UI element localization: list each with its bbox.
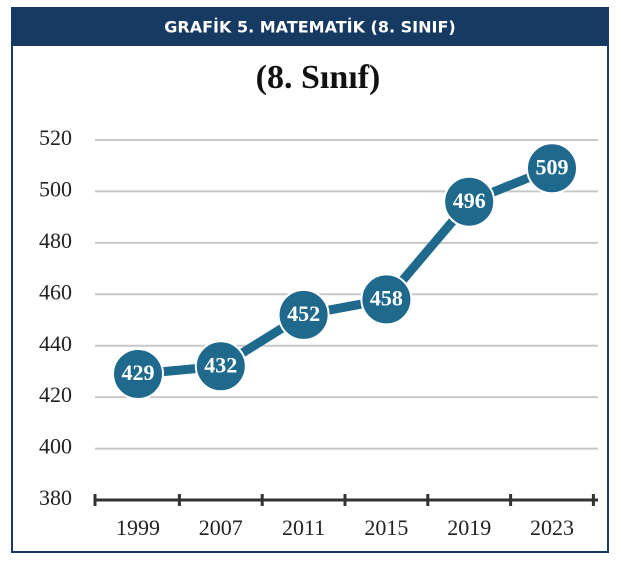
- data-label: 458: [370, 285, 403, 310]
- data-label: 429: [122, 360, 155, 385]
- y-tick-label: 440: [39, 331, 72, 356]
- header-title: GRAFİK 5. MATEMATİK (8. SINIF): [164, 18, 455, 37]
- data-label: 496: [453, 188, 486, 213]
- point: [112, 348, 164, 400]
- y-tick-label: 480: [39, 228, 72, 253]
- x-tick-label: 2019: [447, 515, 491, 540]
- y-tick-label: 420: [39, 382, 72, 407]
- point: [526, 142, 578, 195]
- x-tick-label: 2011: [282, 515, 325, 540]
- y-tick-label: 500: [39, 176, 72, 201]
- chart-title: (8. Sınıf): [256, 59, 381, 96]
- x-tick-label: 2007: [199, 515, 243, 540]
- y-tick-label: 400: [39, 434, 72, 459]
- y-tick-label: 380: [39, 485, 72, 510]
- point: [443, 175, 496, 228]
- point: [360, 273, 413, 326]
- data-label: 452: [287, 301, 320, 326]
- x-tick-label: 2015: [364, 515, 408, 540]
- y-tick-label: 520: [39, 125, 72, 150]
- data-label: 509: [536, 154, 569, 179]
- point: [277, 288, 330, 341]
- point: [194, 340, 247, 393]
- x-tick-label: 1999: [116, 515, 160, 540]
- x-tick-label: 2023: [530, 515, 574, 540]
- header-bar: [12, 8, 608, 46]
- y-tick-label: 460: [39, 279, 72, 304]
- data-label: 432: [204, 352, 237, 377]
- frame: [11, 7, 609, 553]
